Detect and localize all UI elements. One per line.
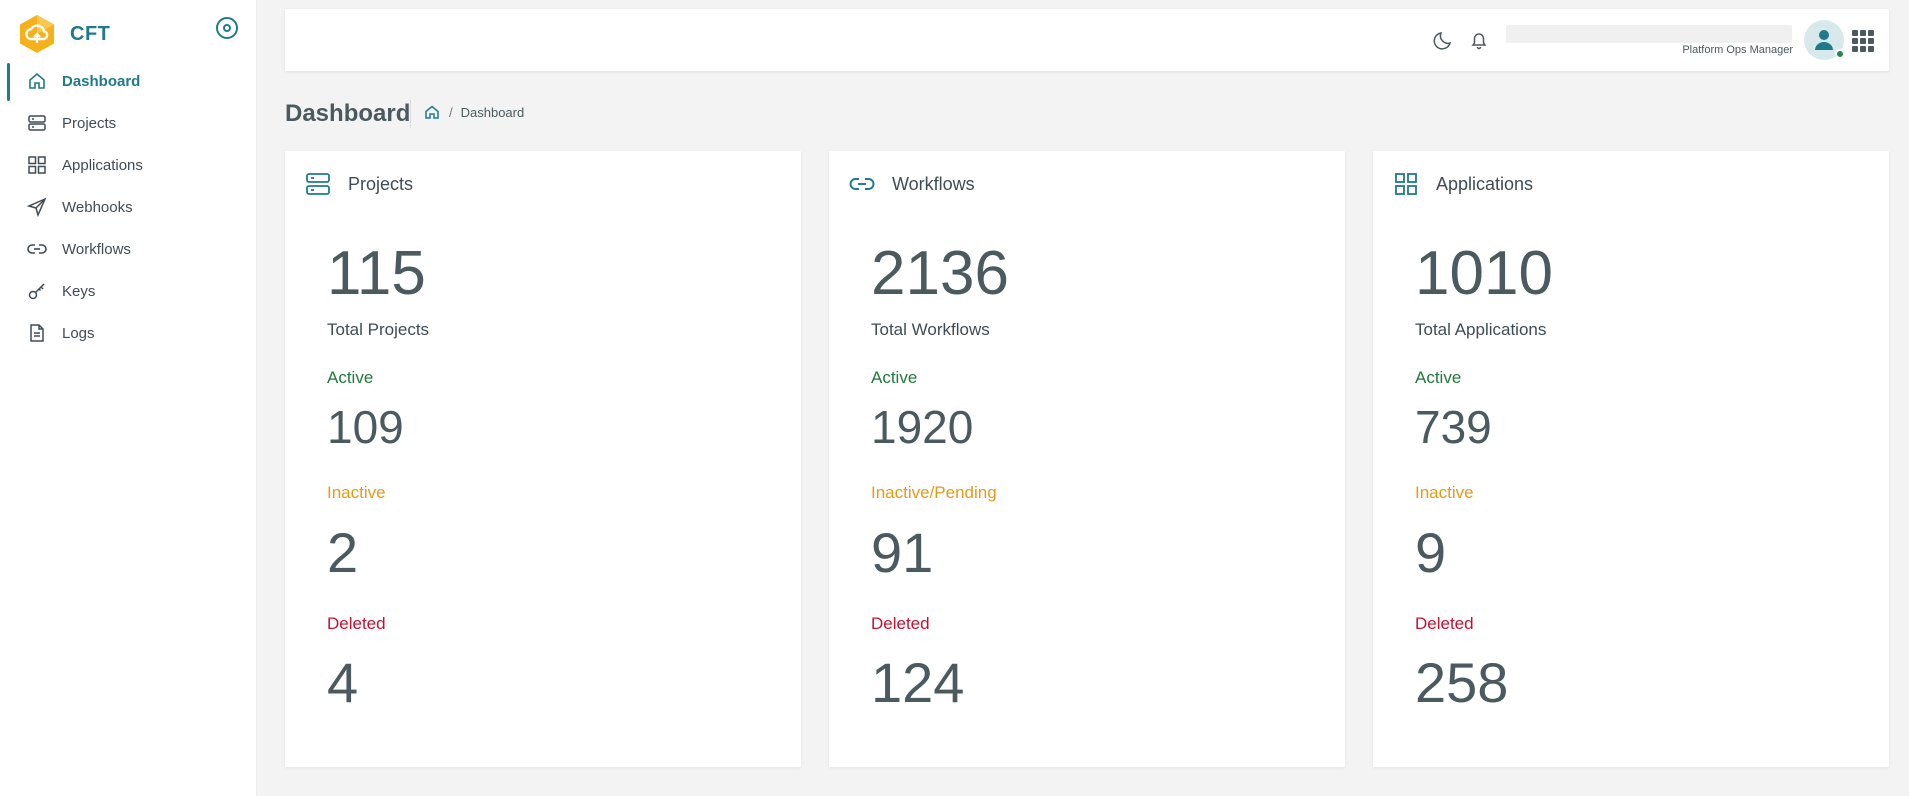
file-icon — [27, 323, 47, 343]
sidebar-toggle-button[interactable] — [216, 17, 238, 39]
inactive-label: Inactive/Pending — [871, 483, 997, 502]
send-icon — [27, 197, 47, 217]
user-name-placeholder — [1506, 25, 1792, 43]
projects-card: Projects 115 Total Projects Active 109 I… — [285, 151, 801, 767]
breadcrumb-separator: / — [449, 104, 453, 120]
link-icon — [27, 239, 47, 259]
total-value: 2136 — [871, 239, 1009, 308]
top-header: Platform Ops Manager — [285, 9, 1889, 71]
active-label: Active — [327, 368, 374, 387]
sidebar: CFT Dashboard Projects Applications Web — [0, 0, 257, 796]
sidebar-item-label: Logs — [62, 324, 95, 342]
card-title: Workflows — [892, 173, 975, 194]
sidebar-item-workflows[interactable]: Workflows — [0, 228, 257, 270]
user-role: Platform Ops Manager — [1682, 44, 1793, 56]
brand[interactable]: CFT — [18, 14, 110, 54]
sidebar-item-keys[interactable]: Keys — [0, 270, 257, 312]
deleted-value: 4 — [327, 651, 359, 714]
notifications-button[interactable] — [1468, 29, 1490, 51]
total-label: Total Workflows — [871, 320, 990, 339]
inactive-value: 2 — [327, 521, 359, 584]
sidebar-item-dashboard[interactable]: Dashboard — [0, 60, 257, 102]
sidebar-item-projects[interactable]: Projects — [0, 102, 257, 144]
bell-icon — [1471, 33, 1487, 50]
user-avatar[interactable] — [1804, 20, 1845, 60]
deleted-label: Deleted — [1415, 614, 1474, 633]
total-label: Total Projects — [327, 320, 430, 339]
sidebar-item-label: Keys — [62, 282, 96, 300]
active-label: Active — [1415, 368, 1462, 387]
cft-logo-icon — [20, 15, 54, 53]
applications-card: Applications 1010 Total Applications Act… — [1373, 151, 1889, 767]
inactive-value: 9 — [1415, 521, 1447, 584]
title-divider — [410, 100, 411, 128]
server-icon — [305, 171, 331, 197]
total-label: Total Applications — [1415, 320, 1547, 339]
sidebar-item-applications[interactable]: Applications — [0, 144, 257, 186]
inactive-value: 91 — [871, 521, 934, 584]
total-value: 115 — [327, 239, 426, 308]
user-icon — [1815, 30, 1833, 50]
card-header: Workflows — [849, 171, 975, 197]
deleted-label: Deleted — [327, 614, 386, 633]
sidebar-item-label: Webhooks — [62, 198, 133, 216]
apps-menu-button[interactable] — [1852, 30, 1874, 52]
sidebar-item-label: Dashboard — [62, 72, 141, 90]
card-title: Applications — [1436, 173, 1534, 194]
sidebar-item-label: Applications — [62, 156, 143, 174]
key-icon — [27, 281, 47, 301]
total-value: 1010 — [1415, 239, 1553, 308]
breadcrumb: / Dashboard — [424, 104, 524, 120]
inactive-label: Inactive — [327, 483, 386, 502]
moon-icon — [1433, 32, 1452, 50]
link-icon — [849, 171, 875, 197]
page-title: Dashboard — [285, 100, 411, 127]
online-status-dot — [1835, 49, 1845, 59]
sidebar-item-logs[interactable]: Logs — [0, 312, 257, 354]
workflows-card: Workflows 2136 Total Workflows Active 19… — [829, 151, 1345, 767]
card-header: Projects — [305, 171, 413, 197]
grid-icon — [1393, 171, 1419, 197]
breadcrumb-current: Dashboard — [460, 104, 525, 120]
breadcrumb-home-icon[interactable] — [424, 104, 440, 120]
active-value: 109 — [327, 401, 404, 453]
deleted-label: Deleted — [871, 614, 930, 633]
dark-mode-toggle-button[interactable] — [1433, 29, 1455, 51]
active-value: 739 — [1415, 401, 1492, 453]
card-title: Projects — [348, 173, 414, 194]
sidebar-nav: Dashboard Projects Applications Webhooks… — [0, 60, 257, 354]
sidebar-item-webhooks[interactable]: Webhooks — [0, 186, 257, 228]
sidebar-item-label: Projects — [62, 114, 117, 132]
deleted-value: 124 — [871, 651, 965, 714]
card-header: Applications — [1393, 171, 1533, 197]
grid-icon — [27, 155, 47, 175]
inactive-label: Inactive — [1415, 483, 1474, 502]
app-name: CFT — [70, 22, 111, 45]
server-icon — [27, 113, 47, 133]
home-icon — [27, 71, 47, 91]
active-label: Active — [871, 368, 918, 387]
active-value: 1920 — [871, 401, 974, 453]
sidebar-item-label: Workflows — [62, 240, 131, 258]
deleted-value: 258 — [1415, 651, 1509, 714]
